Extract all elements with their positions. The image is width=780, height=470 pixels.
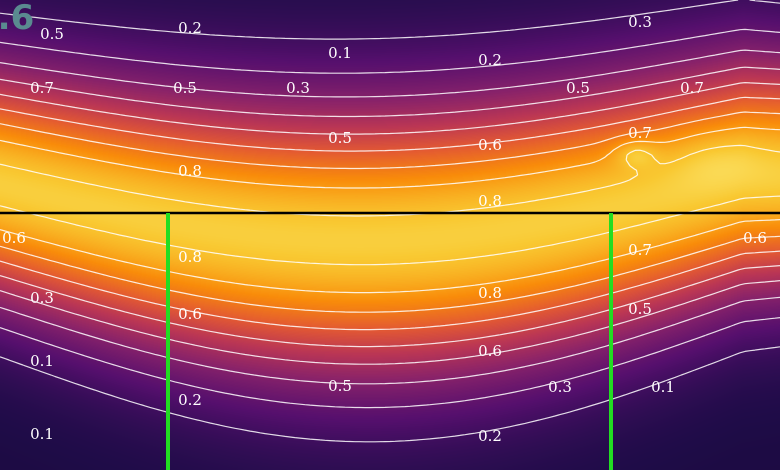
contour-line-0.6 — [0, 96, 780, 331]
contour-label: 0.1 — [30, 425, 54, 443]
contour-label: 0.8 — [478, 284, 502, 302]
contour-label: 0.6 — [478, 342, 502, 360]
contour-label: 0.5 — [628, 300, 652, 318]
contour-label: 0.3 — [548, 378, 572, 396]
contour-label: 0.8 — [178, 248, 202, 266]
contour-label: 0.3 — [286, 79, 310, 97]
contour-label: 0.5 — [328, 377, 352, 395]
contour-label: 0.1 — [328, 44, 352, 62]
contour-label: 0.5 — [328, 129, 352, 147]
contour-line-0.7 — [0, 111, 780, 313]
contour-label: 0.7 — [30, 79, 54, 97]
contour-label: 0.7 — [680, 79, 704, 97]
contour-label: 0.5 — [40, 25, 64, 43]
contour-label: 0.6 — [178, 305, 202, 323]
contour-label: 0.2 — [478, 427, 502, 445]
corner-value-label: 5.6 — [0, 0, 35, 38]
contour-label: 0.3 — [628, 13, 652, 31]
contour-label: 0.1 — [30, 352, 54, 370]
contour-line-0.5 — [0, 82, 780, 348]
contour-label: 0.3 — [30, 289, 54, 307]
contour-label: 0.5 — [566, 79, 590, 97]
contour-label: 0.7 — [628, 124, 652, 142]
contour-label: 0.2 — [178, 391, 202, 409]
contour-line-0.3 — [0, 49, 780, 385]
contour-line-0.1 — [0, 0, 780, 443]
contour-line-0.9 — [0, 144, 780, 266]
contour-label: 0.1 — [651, 378, 675, 396]
contour-label: 0.2 — [478, 51, 502, 69]
contour-label: 0.8 — [178, 162, 202, 180]
contour-line-0.8 — [0, 126, 780, 294]
contour-line-0.4 — [0, 66, 780, 365]
contour-label: 0.2 — [178, 19, 202, 37]
contour-label: 0.8 — [478, 192, 502, 210]
contour-label: 0.6 — [743, 229, 767, 247]
contour-label: 0.6 — [2, 229, 26, 247]
contour-label: 0.5 — [173, 79, 197, 97]
contour-label: 0.6 — [478, 136, 502, 154]
contour-label: 0.7 — [628, 241, 652, 259]
contour-line-0.2 — [0, 28, 780, 409]
